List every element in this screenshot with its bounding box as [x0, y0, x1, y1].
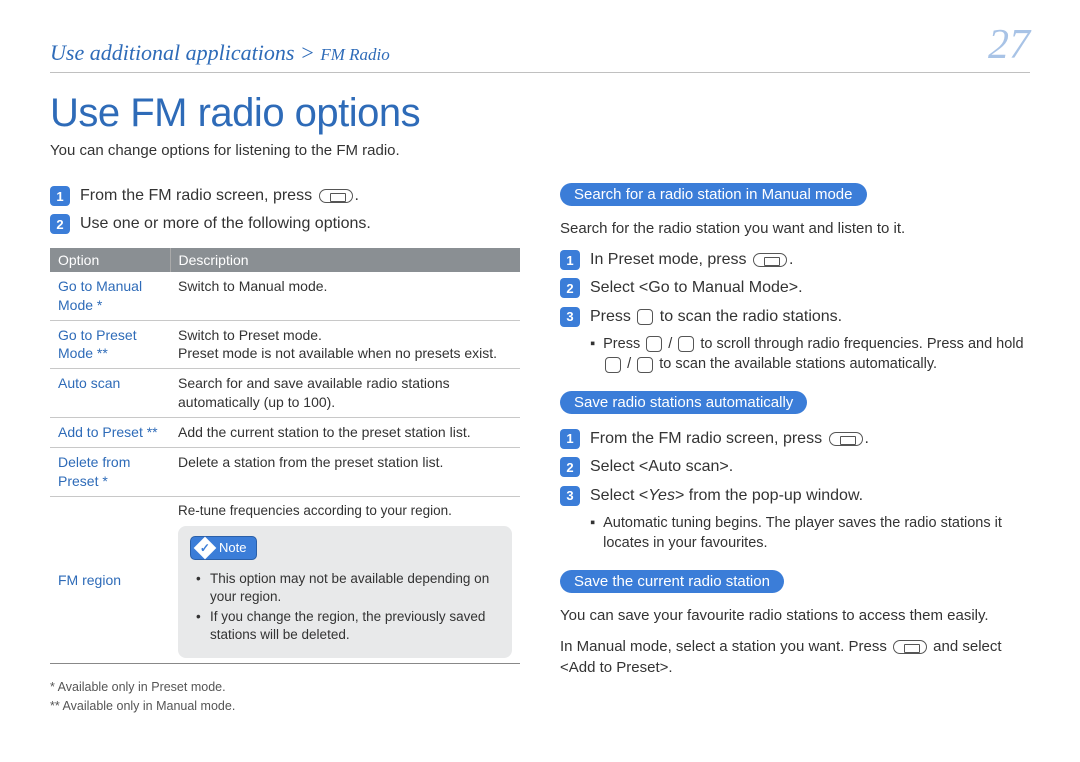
option-name: Add to Preset ** [50, 418, 170, 448]
breadcrumb-sub: FM Radio [320, 45, 389, 64]
footnote: * Available only in Preset mode. [50, 678, 520, 697]
menu-key-icon [319, 189, 353, 203]
step: 2 Select <Go to Manual Mode>. [560, 277, 1030, 299]
note-item: This option may not be available dependi… [196, 570, 500, 606]
step: 2 Select <Auto scan>. [560, 456, 1030, 478]
bullet-dot-icon: ▪ [590, 334, 595, 375]
step: 1 In Preset mode, press . [560, 249, 1030, 271]
step-text: From the FM radio screen, press . [80, 185, 520, 207]
section-para: Search for the radio station you want an… [560, 218, 1030, 239]
note-label: Note [219, 539, 246, 557]
step: 1 From the FM radio screen, press . [560, 428, 1030, 450]
note-item: If you change the region, the previously… [196, 608, 500, 644]
step-number-badge: 3 [560, 307, 580, 327]
option-desc: Add the current station to the preset st… [170, 418, 520, 448]
step-number-badge: 2 [560, 457, 580, 477]
check-icon: ✓ [194, 536, 217, 559]
option-desc: Delete a station from the preset station… [170, 448, 520, 497]
option-desc: Switch to Preset mode. Preset mode is no… [170, 320, 520, 369]
sub-bullet: ▪ Press / to scroll through radio freque… [560, 334, 1030, 375]
step-number-badge: 1 [560, 250, 580, 270]
step-number-badge: 1 [560, 429, 580, 449]
menu-key-icon [893, 640, 927, 654]
step-text: From the FM radio screen, press . [590, 428, 1030, 450]
table-head-description: Description [170, 248, 520, 272]
right-column: Search for a radio station in Manual mod… [560, 179, 1030, 716]
step-number-badge: 1 [50, 186, 70, 206]
step: 3 Press to scan the radio stations. [560, 306, 1030, 328]
table-row: FM region Re-tune frequencies according … [50, 496, 520, 664]
step-number-badge: 3 [560, 486, 580, 506]
page-number: 27 [988, 24, 1030, 66]
section-heading: Save radio stations automatically [560, 391, 807, 414]
table-row: Go to Manual Mode * Switch to Manual mod… [50, 272, 520, 320]
step-text: Select <Auto scan>. [590, 456, 1030, 478]
options-table: Option Description Go to Manual Mode * S… [50, 248, 520, 665]
note-box: ✓ Note This option may not be available … [178, 526, 512, 658]
option-name: Go to Manual Mode * [50, 272, 170, 320]
nav-key-icon [637, 357, 653, 373]
fm-region-lead: Re-tune frequencies according to your re… [178, 502, 512, 520]
step-number-badge: 2 [50, 214, 70, 234]
nav-key-icon [646, 336, 662, 352]
intro-text: You can change options for listening to … [50, 142, 1030, 159]
table-row: Add to Preset ** Add the current station… [50, 418, 520, 448]
step-text: In Preset mode, press . [590, 249, 1030, 271]
option-name: Go to Preset Mode ** [50, 320, 170, 369]
footnotes: * Available only in Preset mode. ** Avai… [50, 678, 520, 716]
section-heading: Search for a radio station in Manual mod… [560, 183, 867, 206]
footnote: ** Available only in Manual mode. [50, 697, 520, 716]
breadcrumb-sep: > [294, 40, 320, 65]
note-pill: ✓ Note [190, 536, 257, 560]
step-text: Use one or more of the following options… [80, 213, 520, 235]
option-desc: Re-tune frequencies according to your re… [170, 496, 520, 664]
nav-key-icon [637, 309, 653, 325]
step: 3 Select <Yes> from the pop-up window. [560, 485, 1030, 507]
step-text: Select <Go to Manual Mode>. [590, 277, 1030, 299]
option-name: Delete from Preset * [50, 448, 170, 497]
section-heading: Save the current radio station [560, 570, 784, 593]
step-text: Select <Yes> from the pop-up window. [590, 485, 1030, 507]
page-title: Use FM radio options [50, 91, 1030, 136]
nav-key-icon [605, 357, 621, 373]
sub-bullet: ▪ Automatic tuning begins. The player sa… [560, 513, 1030, 554]
section-para: You can save your favourite radio statio… [560, 605, 1030, 626]
section-para: In Manual mode, select a station you wan… [560, 636, 1030, 678]
step-text: Press to scan the radio stations. [590, 306, 1030, 328]
nav-key-icon [678, 336, 694, 352]
step: 1 From the FM radio screen, press . [50, 185, 520, 207]
table-row: Auto scan Search for and save available … [50, 369, 520, 418]
bullet-dot-icon: ▪ [590, 513, 595, 554]
option-name: Auto scan [50, 369, 170, 418]
table-head-option: Option [50, 248, 170, 272]
menu-key-icon [829, 432, 863, 446]
option-name: FM region [50, 496, 170, 664]
step-number-badge: 2 [560, 278, 580, 298]
table-row: Go to Preset Mode ** Switch to Preset mo… [50, 320, 520, 369]
left-column: 1 From the FM radio screen, press . 2 Us… [50, 179, 520, 716]
page-header: Use additional applications > FM Radio 2… [50, 24, 1030, 73]
table-row: Delete from Preset * Delete a station fr… [50, 448, 520, 497]
breadcrumb-main: Use additional applications [50, 40, 294, 65]
option-desc: Switch to Manual mode. [170, 272, 520, 320]
step: 2 Use one or more of the following optio… [50, 213, 520, 235]
breadcrumb: Use additional applications > FM Radio [50, 40, 390, 66]
option-desc: Search for and save available radio stat… [170, 369, 520, 418]
menu-key-icon [753, 253, 787, 267]
